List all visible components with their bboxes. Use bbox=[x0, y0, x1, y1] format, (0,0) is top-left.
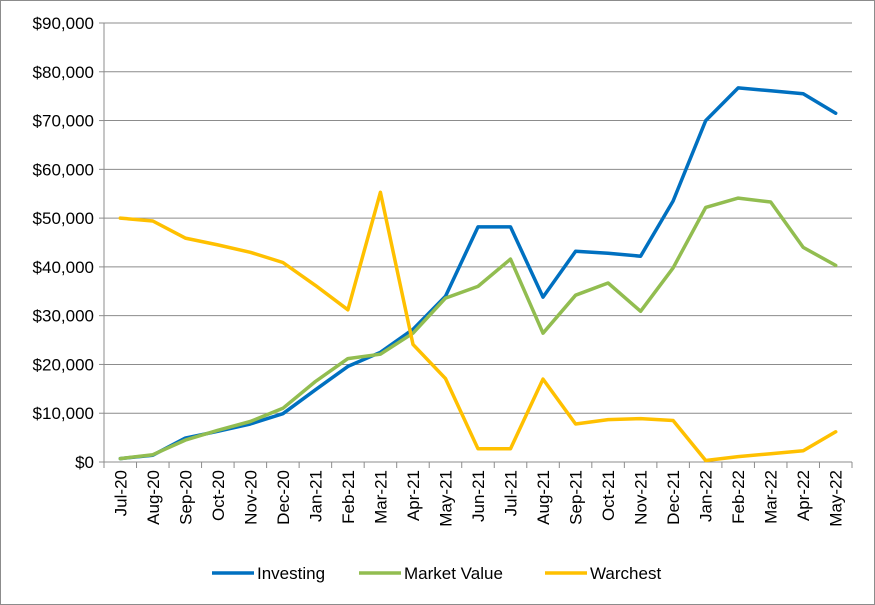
x-tick-label: Mar-22 bbox=[762, 470, 781, 524]
series-line-warchest bbox=[118, 190, 838, 463]
legend: Investing Market Value Warchest bbox=[212, 564, 661, 583]
x-tick-label: Jun-21 bbox=[469, 470, 488, 522]
y-axis-tick-labels: $0 $10,000 $20,000 $30,000 $40,000 $50,000 $60… bbox=[33, 14, 94, 472]
x-tick-label: Jan-22 bbox=[697, 470, 716, 522]
y-tick-label: $10,000 bbox=[33, 404, 94, 423]
legend-label: Market Value bbox=[404, 564, 503, 583]
x-tick-label: Jul-21 bbox=[502, 470, 521, 516]
x-tick-label: Sep-20 bbox=[176, 470, 195, 525]
legend-label: Warchest bbox=[590, 564, 661, 583]
x-tick-label: Oct-20 bbox=[209, 470, 228, 521]
series-line-market-value bbox=[118, 196, 838, 461]
x-tick-label: May-21 bbox=[436, 470, 455, 527]
y-tick-label: $70,000 bbox=[33, 112, 94, 131]
y-tick-label: $40,000 bbox=[33, 258, 94, 277]
x-tick-label: Dec-20 bbox=[274, 470, 293, 525]
y-tick-label: $50,000 bbox=[33, 209, 94, 228]
x-tick-label: Feb-22 bbox=[729, 470, 748, 524]
y-tick-label: $90,000 bbox=[33, 14, 94, 33]
x-tick-label: Dec-21 bbox=[664, 470, 683, 525]
y-tick-label: $30,000 bbox=[33, 307, 94, 326]
y-tick-label: $0 bbox=[75, 453, 94, 472]
legend-item: Warchest bbox=[545, 564, 661, 583]
series-line-investing bbox=[118, 86, 838, 461]
x-tick-label: Sep-21 bbox=[567, 470, 586, 525]
x-tick-label: Apr-22 bbox=[794, 470, 813, 521]
x-tick-label: Apr-21 bbox=[404, 470, 423, 521]
x-tick-label: Jul-20 bbox=[111, 470, 130, 516]
x-tick-label: Nov-20 bbox=[241, 470, 260, 525]
x-tick-label: Aug-20 bbox=[144, 470, 163, 525]
axes bbox=[99, 22, 853, 468]
x-tick-label: Mar-21 bbox=[371, 470, 390, 524]
x-tick-label: Aug-21 bbox=[534, 470, 553, 525]
y-tick-label: $80,000 bbox=[33, 63, 94, 82]
x-tick-label: Feb-21 bbox=[339, 470, 358, 524]
x-tick-label: Jan-21 bbox=[306, 470, 325, 522]
series-lines bbox=[118, 86, 838, 463]
legend-item: Market Value bbox=[359, 564, 503, 583]
x-tick-label: May-22 bbox=[827, 470, 846, 527]
legend-label: Investing bbox=[257, 564, 325, 583]
y-tick-label: $60,000 bbox=[33, 160, 94, 179]
legend-item: Investing bbox=[212, 564, 325, 583]
y-tick-label: $20,000 bbox=[33, 355, 94, 374]
x-tick-label: Oct-21 bbox=[599, 470, 618, 521]
x-axis-tick-labels: Jul-20 Aug-20 Sep-20 Oct-20 Nov-20 Dec-20 Jan-… bbox=[111, 470, 845, 527]
gridlines bbox=[104, 22, 852, 414]
x-tick-label: Nov-21 bbox=[632, 470, 651, 525]
